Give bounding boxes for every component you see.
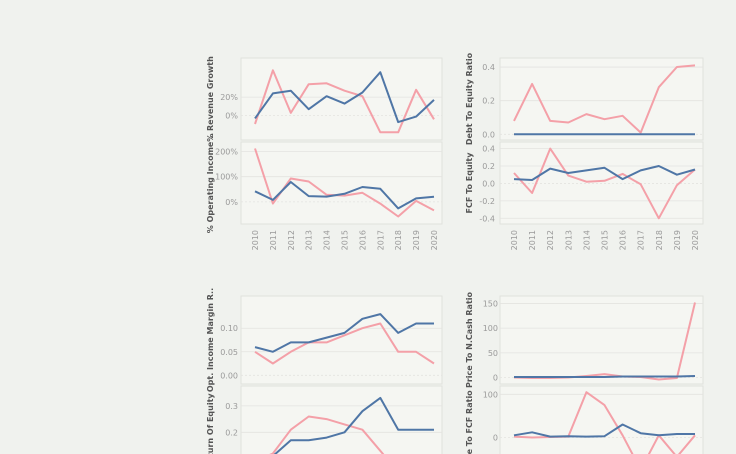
chart-panel [499, 295, 704, 385]
y-tick-label: 50 [488, 349, 498, 358]
y-tick-label: 0.0 [482, 179, 495, 188]
series-line-blue [273, 396, 434, 454]
x-tick-label: 2011 [269, 230, 278, 250]
series-line-blue [254, 181, 435, 210]
y-tick-label: 0% [225, 198, 238, 207]
y-tick-label: 0.3 [225, 402, 238, 411]
x-tick-label: 2018 [655, 230, 664, 250]
x-tick-label: 2013 [564, 230, 573, 250]
y-tick-label: 0 [493, 433, 498, 442]
series-line-pink [513, 147, 696, 220]
y-tick-label: 100% [215, 173, 238, 182]
chart-panel [499, 141, 704, 225]
x-tick-label: 2014 [582, 230, 591, 250]
x-tick-label: 2018 [394, 230, 403, 250]
x-tick-label: 2019 [673, 230, 682, 250]
x-tick-label: 2016 [358, 230, 367, 250]
y-tick-label: 0% [225, 112, 238, 121]
chart-panel [240, 141, 443, 225]
x-tick-label: 2013 [305, 230, 314, 250]
series-line-pink [269, 415, 385, 454]
chart-panel [499, 385, 704, 454]
y-tick-label: -0.2 [479, 197, 495, 206]
y-tick-label: 100 [483, 390, 498, 399]
series-line-pink [254, 322, 435, 365]
chart-panel [240, 385, 443, 454]
x-tick-label: 2012 [287, 230, 296, 250]
x-tick-label: 2020 [691, 230, 700, 250]
x-tick-label: 2010 [251, 230, 260, 250]
series-line-pink [513, 64, 696, 134]
y-tick-label: -0.4 [479, 214, 495, 223]
x-tick-label: 2011 [528, 230, 537, 250]
y-axis-title: Return Of Equity [206, 393, 215, 454]
y-tick-label: 100 [483, 324, 498, 333]
y-tick-label: 0.05 [220, 348, 238, 357]
y-axis-title: Price To N.Cash Ratio [465, 291, 474, 388]
series-line-blue [514, 375, 696, 378]
y-tick-label: 0.2 [482, 97, 495, 106]
y-axis-title: Debt To Equity Ratio [465, 52, 474, 145]
chart-panel [240, 295, 443, 385]
y-tick-label: 0.4 [482, 145, 495, 154]
x-tick-label: 2015 [341, 230, 350, 250]
y-tick-label: 0.2 [225, 428, 238, 437]
y-tick-label: 0.0 [482, 130, 495, 139]
y-tick-label: 200% [215, 148, 238, 157]
series-line-blue [513, 165, 696, 181]
series-line-pink [254, 69, 435, 134]
y-tick-label: 150 [483, 299, 498, 308]
x-tick-label: 2017 [376, 230, 385, 250]
x-tick-label: 2017 [637, 230, 646, 250]
y-axis-title: % Revenue Growth [206, 56, 215, 142]
x-tick-label: 2019 [412, 230, 421, 250]
y-axis-title: Price To FCF Ratio [465, 390, 474, 454]
y-tick-label: 0 [493, 374, 498, 383]
y-tick-label: 0.2 [482, 162, 495, 171]
x-tick-label: 2012 [546, 230, 555, 250]
x-tick-label: 2014 [323, 230, 332, 250]
y-axis-title: FCF To Equity [465, 152, 474, 214]
y-axis-title: % Operating Income .. [206, 133, 215, 233]
y-tick-label: 0.4 [482, 63, 495, 72]
x-tick-label: 2010 [510, 230, 519, 250]
series-line-blue [254, 71, 435, 124]
series-line-blue [254, 313, 434, 353]
chart-panel [499, 57, 704, 141]
y-tick-label: 20% [220, 93, 238, 102]
x-tick-label: 2020 [430, 230, 439, 250]
y-axis-title: Opt. Income Margin R.. [206, 288, 215, 392]
y-tick-label: 0.10 [220, 324, 238, 333]
x-tick-label: 2016 [619, 230, 628, 250]
x-tick-label: 2015 [601, 230, 610, 250]
y-tick-label: 0.00 [220, 371, 238, 380]
series-line-blue [513, 423, 695, 438]
series-line-pink [513, 391, 696, 454]
